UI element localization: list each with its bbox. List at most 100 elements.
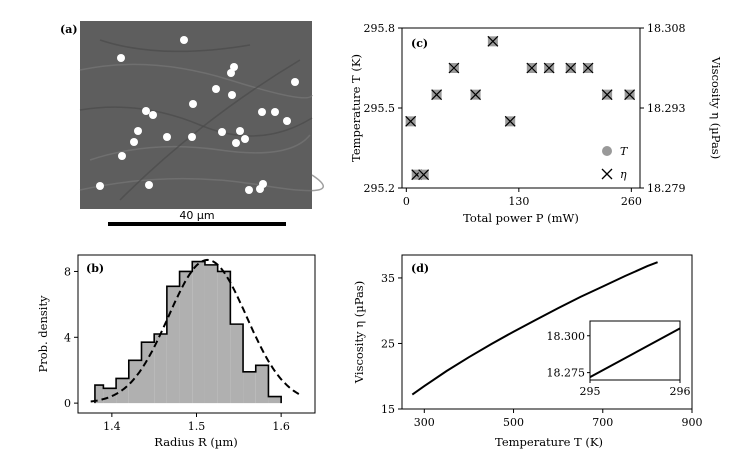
x-axis-label-c: Total power P (mW) <box>463 211 579 225</box>
scratch <box>89 134 311 161</box>
y-tick-label-d: 35 <box>381 272 395 285</box>
particle <box>212 85 220 93</box>
particle <box>130 138 138 146</box>
histogram-bar <box>268 396 282 404</box>
inset-frame <box>589 320 681 381</box>
particle <box>180 36 188 44</box>
inset-curve <box>589 327 681 378</box>
legend-marker-T <box>602 146 612 156</box>
particle <box>218 128 226 136</box>
viscosity-point <box>582 62 594 74</box>
x-tick-label-d: 900 <box>682 416 703 429</box>
scale-bar-label: 40 µm <box>179 209 214 222</box>
viscosity-point <box>543 62 555 74</box>
histogram-bar <box>166 286 180 404</box>
x-tick-label-c: 260 <box>621 195 642 208</box>
histogram-bar <box>154 334 167 404</box>
x-tick-label-b: 1.5 <box>188 420 206 433</box>
axes-frame-c <box>401 27 641 189</box>
panel-label-d: (d) <box>411 262 429 275</box>
x-tick-label-d: 700 <box>592 416 613 429</box>
panel-label-a: (a) <box>60 23 78 36</box>
micrograph-texture <box>79 39 324 201</box>
viscosity-point <box>624 89 636 101</box>
particle <box>117 54 125 62</box>
histogram-outline <box>94 260 282 404</box>
viscosity-point <box>418 169 430 181</box>
x-tick-label-c: 130 <box>508 195 529 208</box>
x-tick-label-c: 0 <box>403 195 410 208</box>
histogram-bar <box>103 388 117 404</box>
particle <box>145 181 153 189</box>
gaussian-fit-line <box>90 258 303 403</box>
viscosity-point <box>405 115 417 127</box>
legend-marker-eta <box>601 168 613 180</box>
x-axis-label-d: Temperature T (K) <box>495 435 603 449</box>
particle <box>227 69 235 77</box>
axes-frame-d <box>401 254 693 410</box>
panel-label-c: (c) <box>411 37 428 50</box>
particle <box>142 107 150 115</box>
viscosity-point <box>526 62 538 74</box>
y-tick-label-right-c: 18.293 <box>647 102 686 115</box>
y-tick-label-d: 15 <box>381 403 395 416</box>
y-tick-label-right-c: 18.308 <box>647 22 686 35</box>
panel-b: 1.4 1.5 1.6 0 4 8 (b) Radius R (µm) Prob. den… <box>36 254 316 449</box>
particle <box>189 100 197 108</box>
y-tick-label-left-c: 295.8 <box>364 22 396 35</box>
panel-c: 0 130 260 295.2 18.279 295.5 18.293 295.8 18.308… <box>349 22 723 225</box>
particle <box>134 127 142 135</box>
y-axis-label-left-c: Temperature T (K) <box>349 54 363 162</box>
histogram-bar <box>192 261 205 404</box>
histogram-bar <box>128 360 142 404</box>
particle <box>259 180 267 188</box>
particle <box>245 186 253 194</box>
histogram-bar <box>243 371 256 404</box>
x-tick-label-d: 500 <box>503 416 524 429</box>
axes-frame-b <box>77 254 316 414</box>
viscosity-point <box>470 89 481 101</box>
particle <box>283 117 291 125</box>
scratch <box>79 63 313 99</box>
y-tick-label-right-c: 18.279 <box>647 182 686 195</box>
histogram-bar <box>255 365 269 404</box>
y-axis-label-d: Viscosity η (µPas) <box>352 281 366 384</box>
y-tick-label-left-c: 295.2 <box>364 182 396 195</box>
y-tick-label-b: 8 <box>64 265 71 278</box>
particle <box>149 111 157 119</box>
particle <box>232 139 240 147</box>
histogram-bar <box>179 271 193 404</box>
x-axis-label-b: Radius R (µm) <box>154 435 237 449</box>
scratch <box>99 39 251 53</box>
panel-label-b: (b) <box>86 262 104 275</box>
inset-y-tick-label: 18.300 <box>547 330 586 343</box>
x-tick-label-d: 300 <box>414 416 435 429</box>
inset-x-tick-label: 295 <box>580 385 601 398</box>
particle <box>271 108 279 116</box>
particle <box>188 133 196 141</box>
legend-label-eta: η <box>620 168 627 181</box>
panel-d: 300 500 700 900 15 25 35 (d) Temperature T (K)… <box>352 254 703 449</box>
viscosity-point <box>487 35 499 47</box>
legend-label-T: T <box>620 145 629 158</box>
particle <box>96 182 104 190</box>
particle <box>118 152 126 160</box>
scale-bar <box>108 222 286 226</box>
viscosity-point <box>431 89 443 101</box>
histogram-bar <box>204 264 218 404</box>
y-axis-label-right-c: Viscosity η (µPas) <box>709 56 723 159</box>
panel-a: (a) 40 µm <box>60 21 324 226</box>
particles <box>96 36 299 194</box>
y-tick-label-left-c: 295.5 <box>364 102 396 115</box>
histogram-bar <box>141 342 155 404</box>
particle <box>236 127 244 135</box>
y-tick-label-b: 0 <box>64 397 71 410</box>
x-tick-label-b: 1.6 <box>272 420 290 433</box>
scratch <box>79 174 324 192</box>
particle <box>258 108 266 116</box>
scratch <box>119 59 301 201</box>
particle <box>163 133 171 141</box>
viscosity-point <box>565 62 577 74</box>
viscosity-point <box>601 89 613 101</box>
